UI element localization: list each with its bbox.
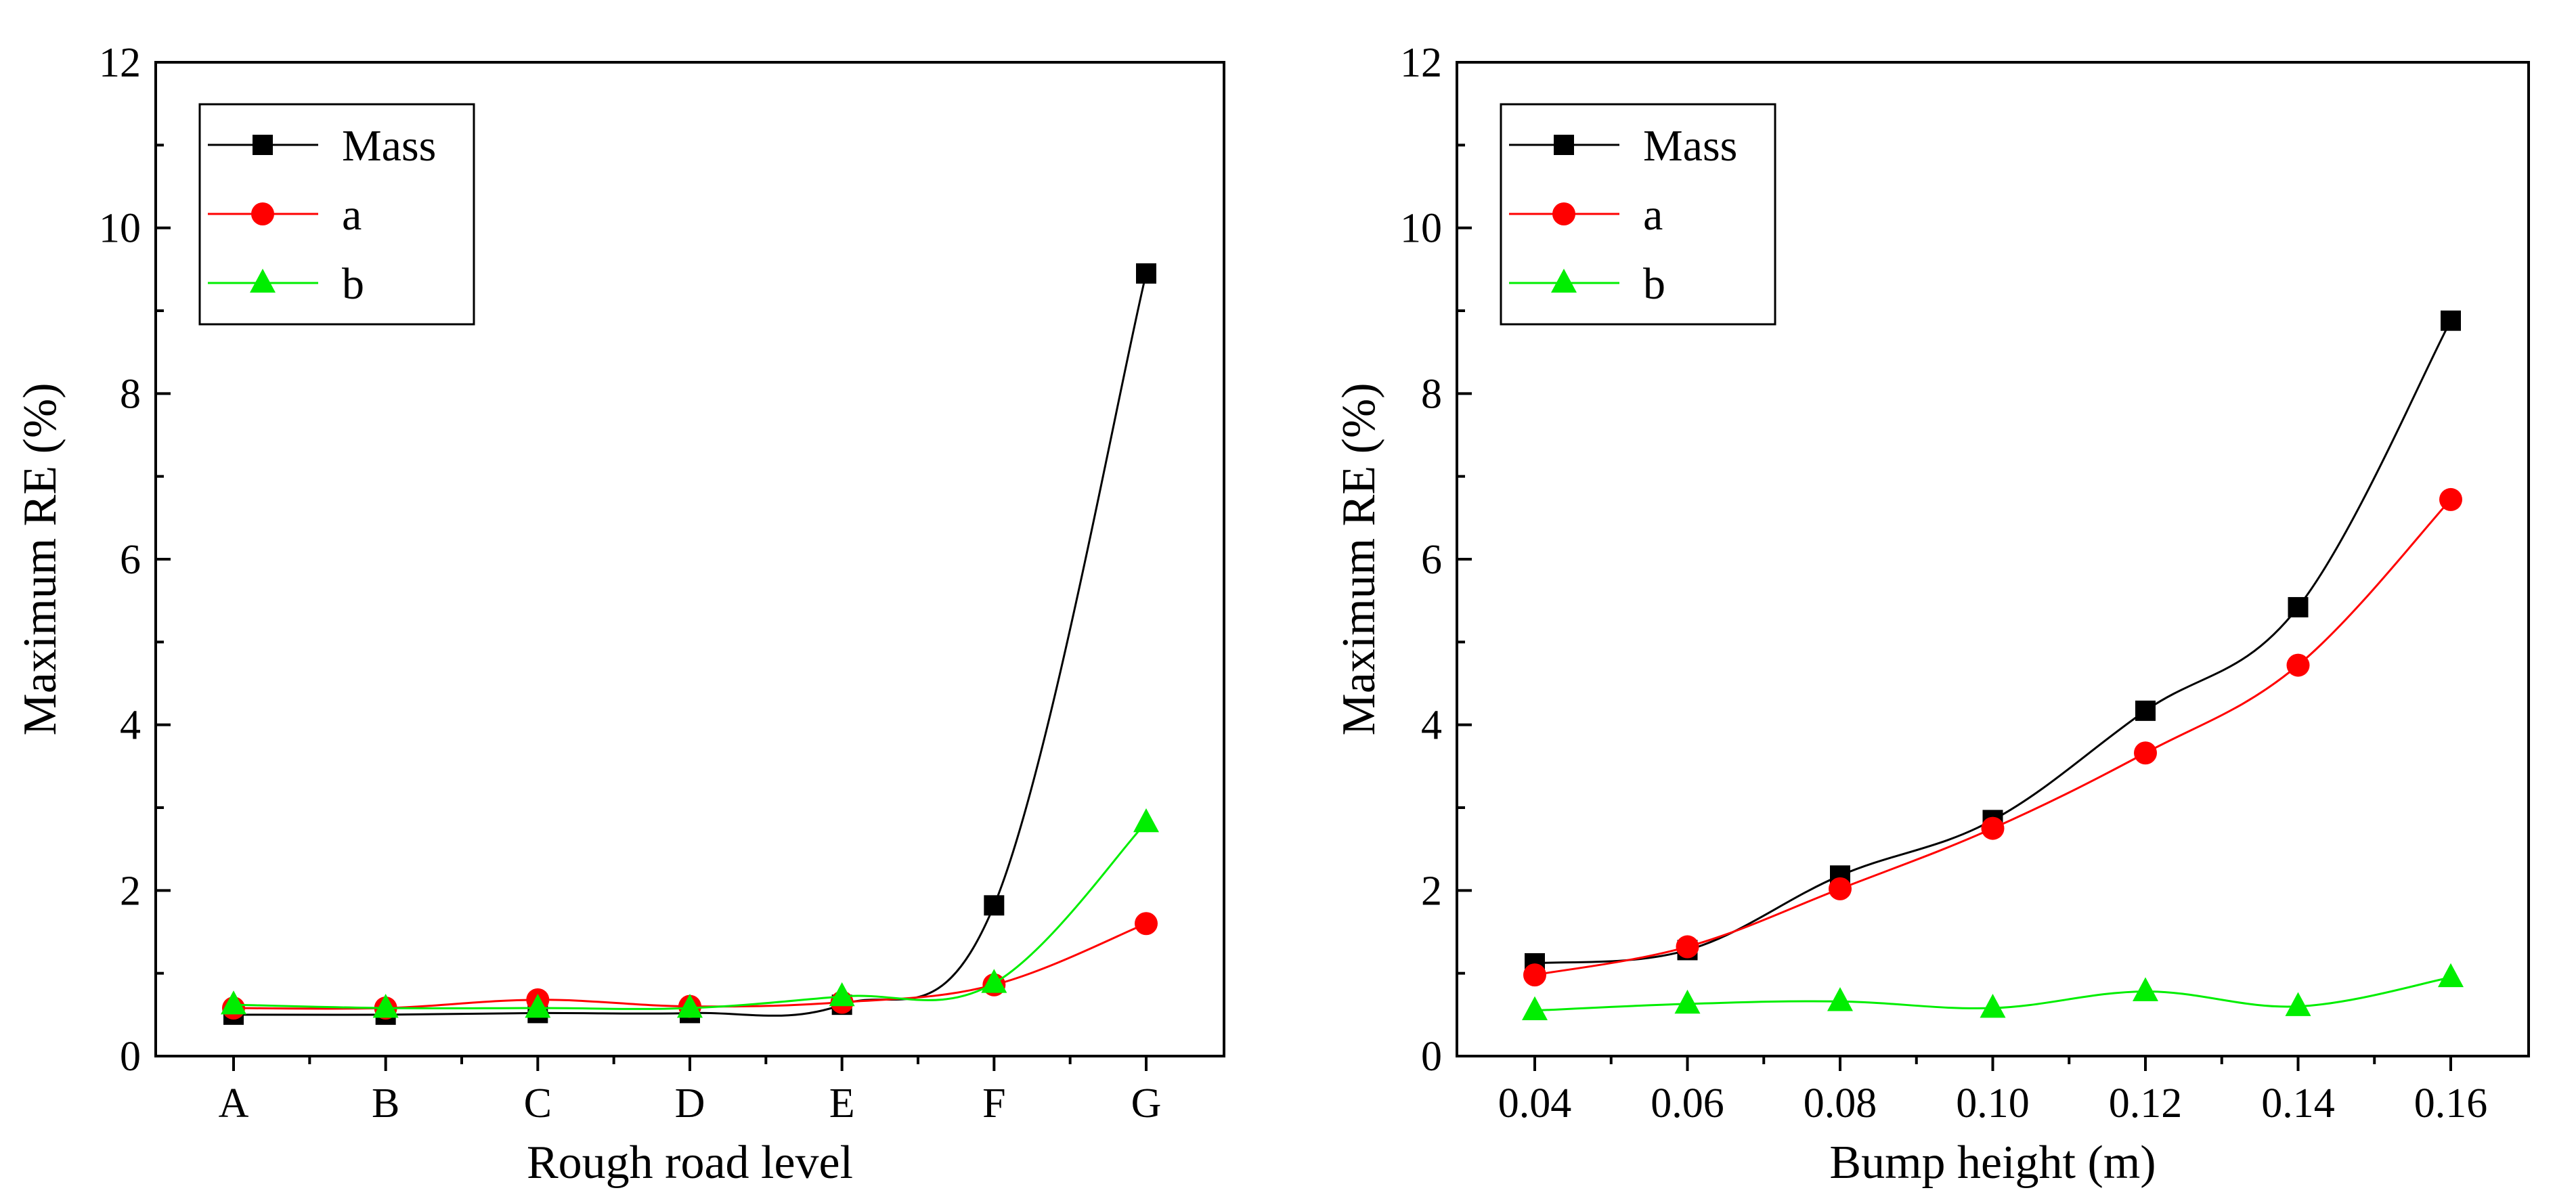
x-tick-label: G bbox=[1131, 1080, 1162, 1127]
series-line bbox=[1534, 498, 2452, 976]
legend-marker bbox=[1551, 268, 1577, 293]
legend-label: b bbox=[1643, 259, 1665, 309]
data-point bbox=[2134, 741, 2157, 765]
x-tick-label: C bbox=[524, 1080, 552, 1127]
data-point bbox=[525, 993, 551, 1018]
x-tick-label: 0.16 bbox=[2414, 1080, 2488, 1127]
series-Mass bbox=[1525, 310, 2461, 974]
data-point bbox=[1522, 996, 1548, 1020]
x-tick-label: 0.10 bbox=[1956, 1080, 2030, 1127]
data-point bbox=[1674, 989, 1701, 1014]
y-tick-label: 6 bbox=[120, 537, 141, 583]
chart-2: 0 2 4 6 8 10 12 0.04 0.06 0.08 0.10 0.12 0.14 0.16 Bum… bbox=[1333, 40, 2530, 1189]
data-point bbox=[2438, 963, 2464, 988]
series-b bbox=[1522, 963, 2464, 1020]
data-point bbox=[221, 990, 246, 1015]
series-line bbox=[233, 273, 1148, 1017]
data-point bbox=[2286, 653, 2310, 677]
data-point bbox=[1827, 987, 1853, 1011]
y-tick-label: 4 bbox=[1421, 703, 1442, 749]
data-point bbox=[1981, 816, 2005, 840]
data-point bbox=[1136, 263, 1156, 284]
legend: Mass ab bbox=[1500, 103, 1776, 326]
x-tick-label: 0.04 bbox=[1498, 1080, 1572, 1127]
series-a bbox=[1523, 487, 2462, 987]
x-tick-label: 0.08 bbox=[1804, 1080, 1877, 1127]
legend-label: Mass bbox=[1643, 121, 1737, 171]
x-tick-label: A bbox=[219, 1080, 249, 1127]
data-point bbox=[372, 993, 399, 1018]
x-tick-label: 0.14 bbox=[2261, 1080, 2335, 1127]
data-point bbox=[1676, 935, 1699, 959]
y-axis-title: Maximum RE (%) bbox=[14, 382, 66, 735]
data-point bbox=[2135, 700, 2156, 721]
y-tick-label: 6 bbox=[1421, 537, 1442, 583]
data-point bbox=[2133, 977, 2158, 1001]
x-tick-label: E bbox=[829, 1080, 855, 1127]
legend-marker bbox=[1552, 202, 1575, 225]
data-point bbox=[829, 982, 855, 1007]
legend-label: b bbox=[342, 259, 364, 309]
x-tick-label: 0.12 bbox=[2109, 1080, 2183, 1127]
legend-label: a bbox=[1643, 190, 1663, 240]
x-tick-label: F bbox=[982, 1080, 1005, 1127]
y-axis-title: Maximum RE (%) bbox=[1333, 382, 1385, 735]
data-point bbox=[1135, 912, 1158, 936]
x-tick-label: 0.06 bbox=[1651, 1080, 1724, 1127]
y-tick-label: 0 bbox=[120, 1034, 141, 1080]
y-tick-label: 8 bbox=[120, 371, 141, 417]
y-tick-label: 8 bbox=[1421, 371, 1442, 417]
series-Mass bbox=[223, 263, 1156, 1025]
x-tick-label: D bbox=[675, 1080, 705, 1127]
series-b bbox=[221, 808, 1159, 1018]
y-tick-label: 4 bbox=[120, 703, 141, 749]
y-tick-label: 10 bbox=[99, 206, 141, 252]
y-tick-label: 2 bbox=[1421, 868, 1442, 914]
data-point bbox=[2439, 487, 2462, 511]
data-point bbox=[981, 969, 1007, 993]
data-point bbox=[677, 993, 703, 1018]
y-tick-label: 10 bbox=[1400, 206, 1442, 252]
y-tick-label: 0 bbox=[1421, 1034, 1442, 1080]
y-tick-label: 2 bbox=[120, 868, 141, 914]
data-point bbox=[1980, 993, 2006, 1018]
y-tick-label: 12 bbox=[1400, 40, 1442, 86]
x-tick-label: B bbox=[372, 1080, 399, 1127]
series-line bbox=[1534, 320, 2452, 965]
legend-label: a bbox=[342, 190, 362, 240]
legend-marker bbox=[250, 268, 276, 293]
y-tick-label: 12 bbox=[99, 40, 141, 86]
x-axis-title: Rough road level bbox=[527, 1137, 853, 1189]
data-point bbox=[2441, 310, 2461, 331]
legend-marker bbox=[251, 202, 274, 225]
data-point bbox=[1829, 877, 1852, 900]
data-point bbox=[1133, 808, 1159, 833]
x-axis-title: Bump height (m) bbox=[1829, 1137, 2156, 1189]
data-point bbox=[984, 895, 1005, 916]
data-point bbox=[2288, 596, 2309, 617]
legend: Mass ab bbox=[198, 103, 475, 326]
legend-label: Mass bbox=[342, 121, 436, 171]
legend-marker bbox=[1554, 135, 1574, 155]
legend-marker bbox=[253, 135, 273, 155]
chart-1: 0 2 4 6 8 10 12 A B C D E F G Rough road level Maximum … bbox=[14, 40, 1225, 1189]
data-point bbox=[1523, 963, 1546, 987]
data-point bbox=[2285, 992, 2311, 1016]
